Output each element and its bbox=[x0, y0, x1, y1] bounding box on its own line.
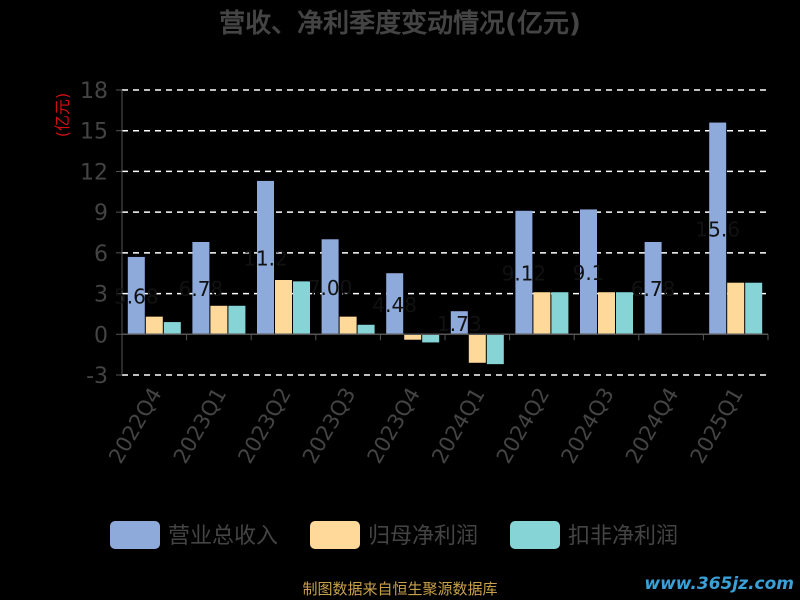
bar-2-2024Q1 bbox=[468, 334, 486, 363]
x-tick-label: 2022Q4 bbox=[104, 384, 166, 468]
bar-3-2024Q3 bbox=[616, 292, 633, 335]
bar-1-2025Q1 bbox=[709, 122, 727, 335]
bar-3-2023Q3 bbox=[357, 324, 375, 335]
bar-2-2024Q2 bbox=[533, 292, 551, 335]
data-label-2022Q4: 5.68 bbox=[114, 285, 159, 309]
watermark: www.365jz.com bbox=[644, 574, 794, 594]
bar-3-2024Q2 bbox=[551, 292, 569, 335]
bar-2-2024Q3 bbox=[598, 292, 615, 335]
data-label-2023Q3: 7.00 bbox=[308, 276, 353, 300]
x-tick-label: 2023Q1 bbox=[169, 384, 231, 468]
bar-2-2023Q1 bbox=[210, 305, 228, 335]
y-tick-label: 0 bbox=[94, 323, 108, 348]
bar-1-2024Q3 bbox=[580, 209, 597, 335]
bar-2-2023Q4 bbox=[404, 334, 422, 340]
legend-label-2: 归母净利润 bbox=[368, 524, 478, 549]
y-tick-label: -3 bbox=[86, 364, 108, 389]
bar-3-2025Q1 bbox=[745, 282, 763, 335]
bar-3-2023Q1 bbox=[228, 305, 246, 335]
data-label-2024Q3: 9.1 bbox=[573, 261, 605, 285]
x-tick-label: 2024Q4 bbox=[621, 384, 683, 468]
y-axis-label: (亿元) bbox=[53, 93, 72, 138]
bar-3-2023Q2 bbox=[293, 281, 310, 335]
bar-3-2022Q4 bbox=[163, 322, 181, 335]
bar-2-2025Q1 bbox=[727, 282, 745, 335]
legend-swatch-3 bbox=[510, 521, 560, 549]
data-label-2025Q1: 15.6 bbox=[695, 217, 740, 241]
bar-2-2022Q4 bbox=[145, 316, 163, 335]
source-note: 制图数据来自恒生聚源数据库 bbox=[302, 580, 498, 598]
bar-1-2024Q4 bbox=[644, 242, 662, 335]
data-label-2023Q4: 4.48 bbox=[372, 293, 417, 317]
bar-1-2024Q2 bbox=[515, 210, 533, 335]
bar-1-2023Q4 bbox=[386, 273, 404, 335]
y-tick-label: 18 bbox=[80, 79, 108, 104]
bar-1-2023Q2 bbox=[257, 180, 274, 335]
data-label-2024Q1: 1.73 bbox=[437, 312, 482, 336]
legend-swatch-2 bbox=[310, 521, 360, 549]
bar-2-2023Q3 bbox=[339, 316, 357, 335]
x-tick-label: 2023Q4 bbox=[363, 384, 425, 468]
legend-swatch-1 bbox=[110, 521, 160, 549]
bar-1-2024Q1 bbox=[450, 311, 468, 335]
bar-1-2022Q4 bbox=[127, 256, 145, 335]
chart-title: 营收、净利季度变动情况(亿元) bbox=[219, 8, 581, 39]
x-tick-label: 2025Q1 bbox=[686, 384, 748, 468]
data-label-2023Q1: 6.78 bbox=[179, 277, 224, 301]
bar-1-2023Q3 bbox=[321, 239, 339, 335]
bar-1-2023Q1 bbox=[192, 242, 210, 335]
legend-label-3: 扣非净利润 bbox=[568, 524, 678, 549]
data-label-2023Q2: 11.2 bbox=[243, 247, 288, 271]
bar-3-2024Q1 bbox=[486, 334, 504, 365]
x-tick-label: 2024Q3 bbox=[556, 384, 618, 468]
bar-2-2023Q2 bbox=[275, 280, 292, 335]
y-tick-label: 12 bbox=[80, 160, 108, 185]
x-tick-label: 2024Q2 bbox=[492, 384, 554, 468]
legend-label-1: 营业总收入 bbox=[168, 524, 278, 549]
data-label-2024Q2: 9.12 bbox=[502, 262, 547, 286]
bar-3-2023Q4 bbox=[422, 334, 440, 343]
x-tick-label: 2023Q3 bbox=[298, 384, 360, 468]
y-tick-label: 3 bbox=[94, 283, 108, 308]
y-tick-label: 6 bbox=[94, 242, 108, 267]
y-tick-label: 9 bbox=[94, 201, 108, 226]
x-tick-label: 2023Q2 bbox=[233, 384, 295, 468]
data-label-2024Q4: 6.78 bbox=[631, 277, 676, 301]
x-tick-label: 2024Q1 bbox=[427, 384, 489, 468]
y-tick-label: 15 bbox=[80, 120, 108, 145]
